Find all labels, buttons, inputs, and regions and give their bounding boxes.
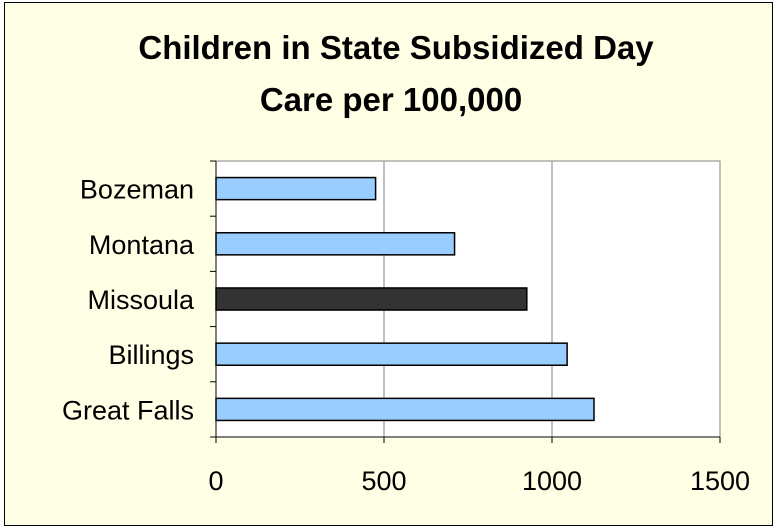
x-tick-label: 500 (361, 466, 406, 496)
category-label-great-falls: Great Falls (62, 395, 194, 425)
bar-great-falls (215, 397, 595, 422)
category-label-billings: Billings (108, 340, 194, 370)
chart-frame: 0 500 1000 1500 Bozeman Montana Missoula Billin… (4, 2, 773, 526)
bar-montana (215, 232, 456, 256)
bar-chart: 0 500 1000 1500 Bozeman Montana Missoula Billin… (62, 29, 750, 496)
axes: 0 500 1000 1500 Bozeman Montana Missoula Billin… (62, 160, 750, 496)
category-label-bozeman: Bozeman (80, 175, 194, 205)
chart-title-line-1: Children in State Subsidized Day (138, 29, 654, 66)
bar-missoula (215, 287, 528, 311)
bar-billings (215, 342, 568, 366)
category-label-montana: Montana (89, 230, 195, 260)
chart-title-line-2: Care per 100,000 (260, 81, 522, 118)
category-label-missoula: Missoula (87, 285, 195, 315)
x-tick-label: 1500 (690, 466, 750, 496)
bar-bozeman (215, 176, 377, 201)
x-tick-label: 0 (208, 466, 223, 496)
x-tick-label: 1000 (522, 466, 582, 496)
